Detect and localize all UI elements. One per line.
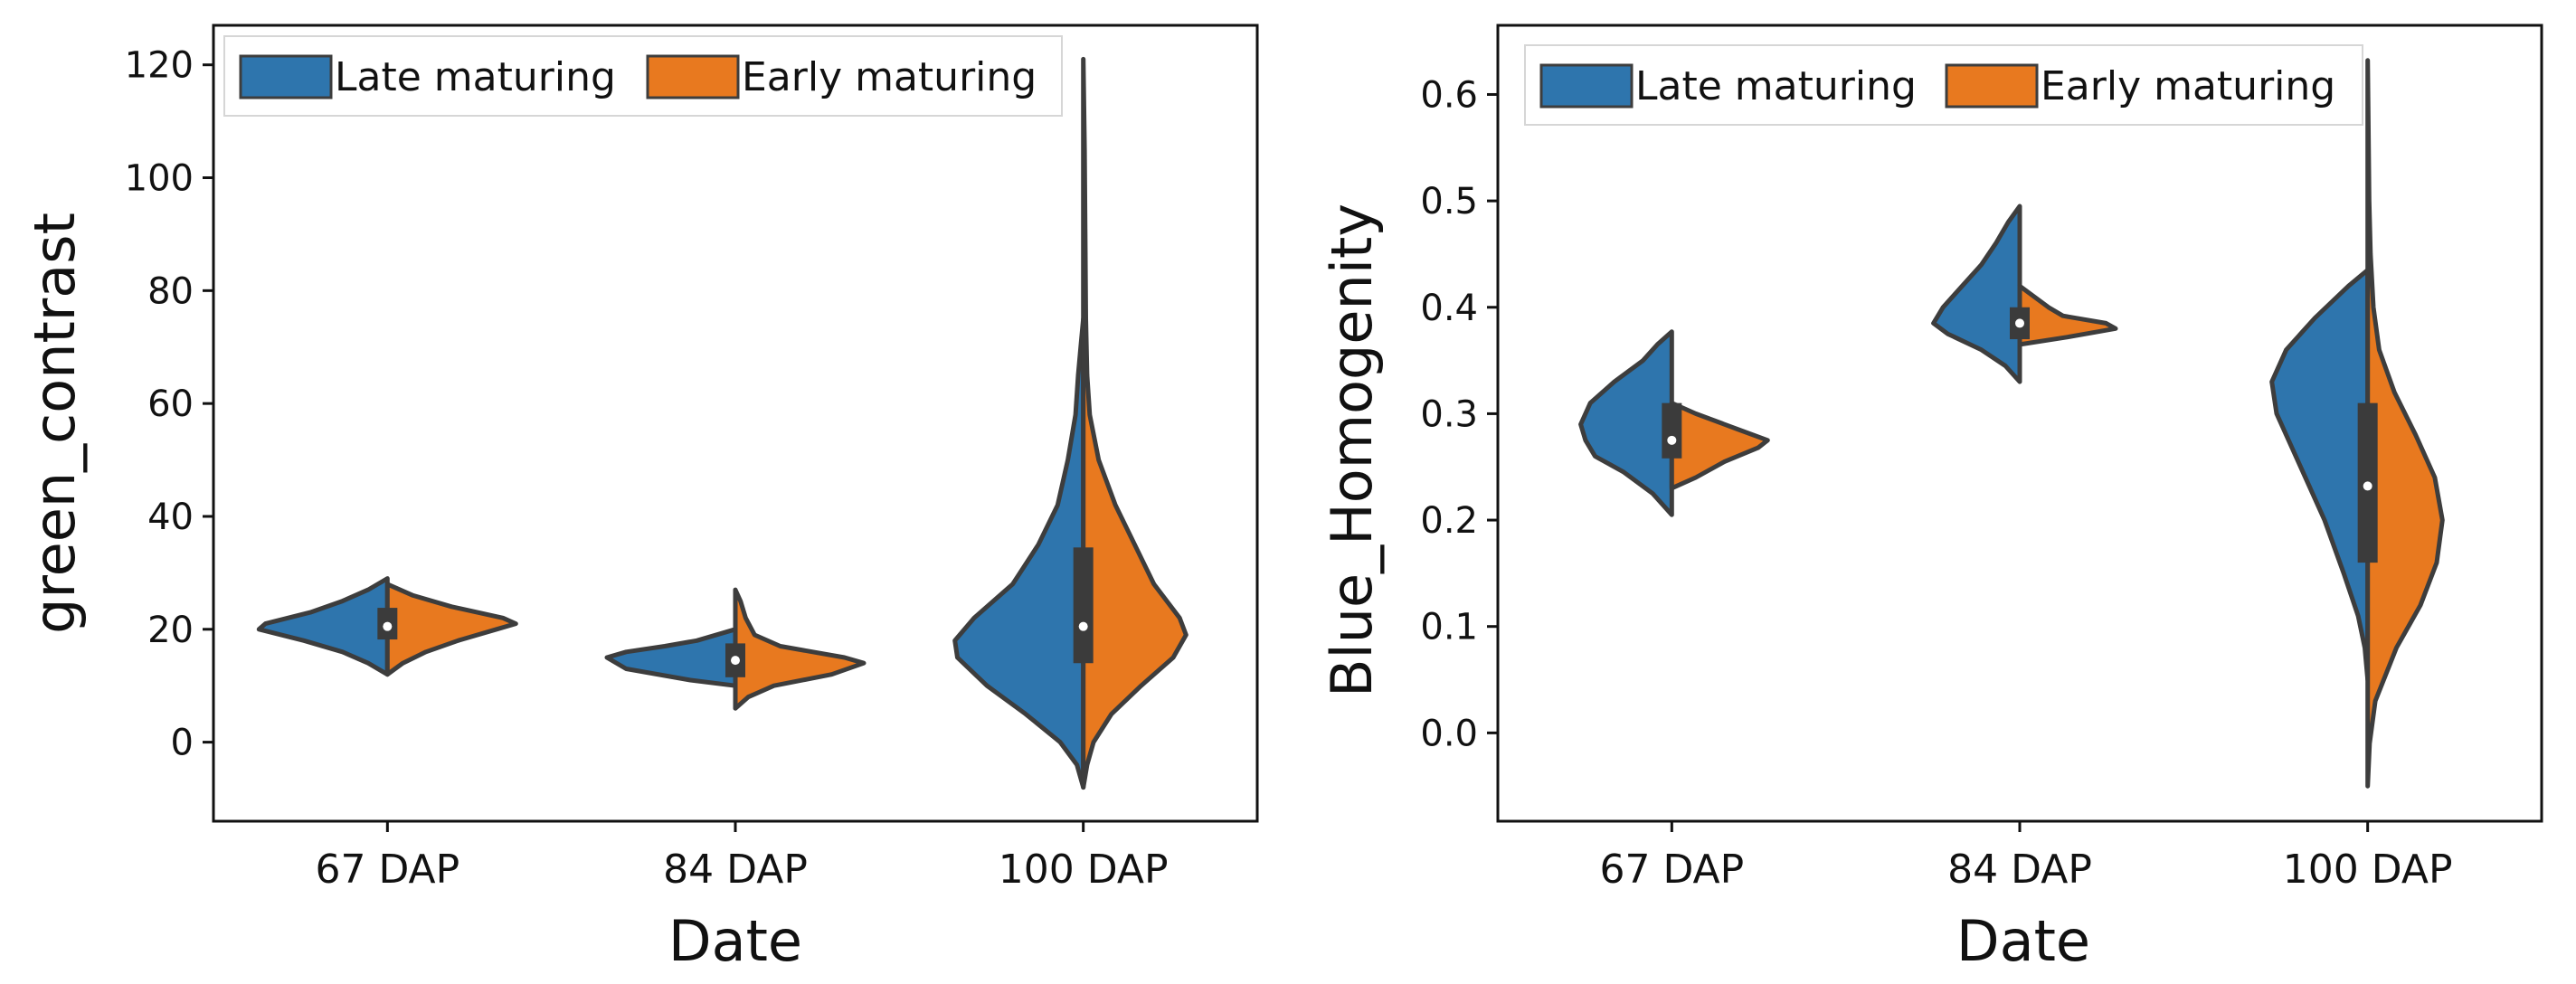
x-axis-label-green-contrast: Date: [668, 908, 802, 974]
y-tick-label: 0.4: [1420, 288, 1478, 329]
y-tick-label: 0.3: [1420, 393, 1478, 435]
y-tick-label: 0.5: [1420, 181, 1478, 222]
y-tick-label: 80: [147, 270, 194, 312]
median-dot-1: [2015, 318, 2024, 328]
chart-blue-homogenity: 0.0 0.1 0.2 0.3 0.4 0.5 0.6 67 DAP 84 DAP 100 DA…: [1319, 24, 2543, 974]
y-tick-label: 120: [125, 45, 194, 87]
violin-late-0: [1578, 329, 1674, 517]
median-dot-2: [1078, 621, 1088, 631]
x-tick-label: 84 DAP: [1947, 847, 2092, 893]
y-tick-label: 0.6: [1420, 74, 1478, 116]
y-tick-label: 60: [147, 383, 194, 425]
x-axis-green-contrast: 67 DAP 84 DAP 100 DAP: [315, 821, 1169, 893]
x-tick-label: 67 DAP: [315, 847, 459, 893]
legend-swatch-late: [239, 54, 333, 99]
x-axis-label-blue-homogenity: Date: [1956, 908, 2090, 974]
legend-swatch-early: [646, 54, 740, 99]
violin-late-2: [952, 317, 1086, 790]
iqr-box-0: [1662, 402, 1682, 459]
y-axis-label-green-contrast: green_contrast: [22, 213, 88, 634]
legend-label-late: Late maturing: [1635, 63, 1917, 109]
violin-early-2: [1081, 56, 1189, 790]
legend-box: [1524, 44, 2363, 126]
y-tick-label: 20: [147, 610, 194, 651]
y-axis-blue-homogenity: 0.0 0.1 0.2 0.3 0.4 0.5 0.6: [1420, 74, 1498, 754]
legend-green-contrast: Late maturing Early maturing: [223, 35, 1063, 117]
violin-early-0: [1669, 401, 1770, 491]
x-tick-label: 67 DAP: [1599, 847, 1744, 893]
violin-early-0: [384, 582, 518, 677]
violin-early-1: [733, 587, 867, 711]
violin-early-2: [2365, 58, 2445, 789]
legend-swatch-late: [1539, 63, 1634, 109]
y-tick-label: 0.1: [1420, 607, 1478, 648]
legend-blue-homogenity: Late maturing Early maturing: [1524, 44, 2363, 126]
legend-label-early: Early maturing: [2041, 63, 2335, 109]
iqr-box-2: [1073, 547, 1094, 664]
x-tick-label: 84 DAP: [663, 847, 808, 893]
violin-late-1: [1931, 203, 2022, 384]
y-tick-label: 0.2: [1420, 500, 1478, 542]
median-dot-1: [731, 656, 740, 666]
y-axis-green-contrast: 0 20 40 60 80 100 120: [125, 45, 213, 764]
x-tick-label: 100 DAP: [999, 847, 1169, 893]
y-tick-label: 0: [171, 723, 194, 764]
legend-label-late: Late maturing: [335, 54, 616, 100]
y-tick-label: 40: [147, 497, 194, 538]
violin-late-0: [256, 576, 390, 677]
violin-late-2: [2269, 268, 2371, 682]
y-tick-label: 0.0: [1420, 713, 1478, 754]
violins-green-contrast: [256, 56, 1189, 790]
legend-label-early: Early maturing: [742, 54, 1037, 100]
y-tick-label: 100: [125, 158, 194, 200]
violins-blue-homogenity: [1578, 58, 2445, 789]
median-dot-2: [2363, 481, 2372, 491]
legend-swatch-early: [1945, 63, 2039, 109]
y-axis-label-blue-homogenity: Blue_Homogenity: [1319, 203, 1385, 697]
violin-late-1: [604, 627, 738, 688]
median-dot-0: [383, 621, 393, 631]
chart-green-contrast: 0 20 40 60 80 100 120 67 DAP 84 DAP 100 DAP gree…: [22, 24, 1259, 974]
x-axis-blue-homogenity: 67 DAP 84 DAP 100 DAP: [1599, 821, 2453, 893]
x-tick-label: 100 DAP: [2283, 847, 2453, 893]
violin-early-1: [2017, 283, 2118, 347]
legend-box: [223, 35, 1063, 117]
median-dot-0: [1667, 435, 1677, 445]
